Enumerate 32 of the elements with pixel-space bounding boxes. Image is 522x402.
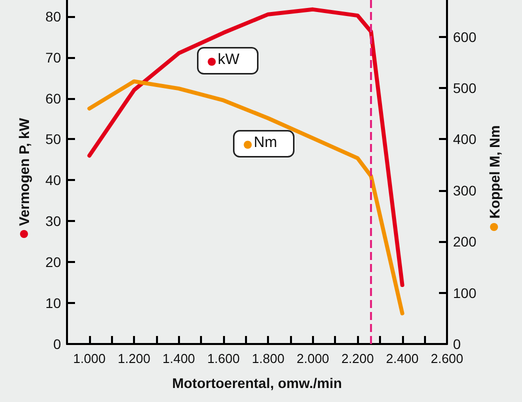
y2-tick-label: 100 bbox=[453, 284, 477, 301]
legend-label: Nm bbox=[254, 134, 278, 151]
y-tick-label: 0 bbox=[53, 336, 62, 352]
line-series bbox=[87, 79, 404, 316]
x-tick-label: 1.800 bbox=[252, 351, 284, 366]
x-tick-label: 2.600 bbox=[430, 351, 464, 366]
legend-label: kW bbox=[218, 50, 240, 68]
x-tick-label: 1.600 bbox=[207, 351, 240, 366]
y2-tick-label: 600 bbox=[453, 28, 477, 45]
y-tick-label: 30 bbox=[45, 213, 62, 230]
y2-tick-label: 0 bbox=[453, 336, 461, 352]
y2-axis-title: Koppel M, Nm bbox=[486, 125, 502, 219]
x-tick-label: 1.200 bbox=[118, 351, 150, 366]
y-axis-title: Vermogen P, kW bbox=[16, 117, 32, 226]
x-tick-label: 2.200 bbox=[341, 351, 374, 366]
y2-tick-label: 300 bbox=[453, 182, 477, 198]
y-tick-label: 70 bbox=[45, 49, 62, 66]
x-tick-label: 2.000 bbox=[296, 351, 330, 366]
y-tick-label: 50 bbox=[45, 131, 62, 148]
y2-tick-label: 400 bbox=[453, 131, 477, 148]
x-axis-title: Motortoerental, omw./min bbox=[172, 375, 342, 391]
x-tick-label: 1.400 bbox=[162, 351, 196, 366]
y-tick-label: 40 bbox=[45, 172, 62, 188]
y-tick-label: 20 bbox=[45, 254, 62, 270]
y-tick-label: 80 bbox=[45, 8, 62, 24]
y2-tick-label: 500 bbox=[453, 80, 477, 96]
x-tick-label: 1.000 bbox=[73, 351, 106, 366]
line-series bbox=[87, 7, 404, 288]
y-tick-label: 60 bbox=[45, 90, 62, 106]
y2-tick-label: 200 bbox=[453, 234, 477, 250]
x-tick-label: 2.400 bbox=[386, 351, 419, 366]
y-tick-label: 10 bbox=[45, 295, 62, 312]
